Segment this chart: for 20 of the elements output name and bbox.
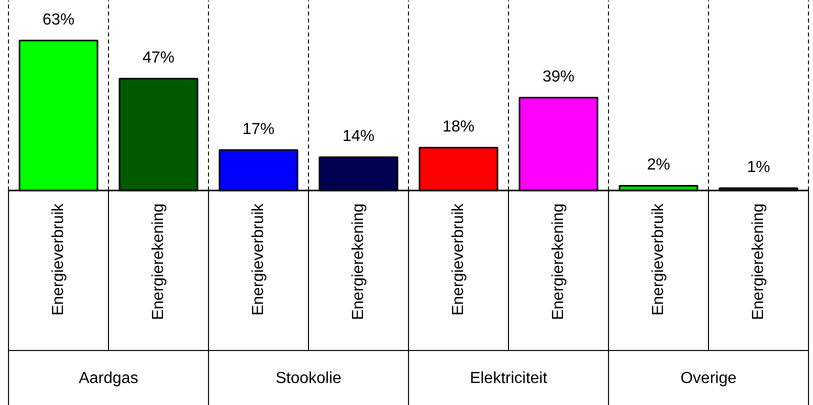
x-tick-label: Energieverbruik xyxy=(250,202,267,316)
x-tick-label: Energierekening xyxy=(150,203,167,320)
data-label: 17% xyxy=(242,121,275,138)
x-tick-label: Energierekening xyxy=(350,203,367,320)
data-label: 14% xyxy=(342,128,375,146)
x-tick-label: Energierekening xyxy=(550,203,567,320)
data-label: 1% xyxy=(746,159,770,176)
data-label: 63% xyxy=(42,12,75,28)
text: Stookolie xyxy=(276,370,342,387)
text: Elektriciteit xyxy=(470,370,548,387)
data-label: 2% xyxy=(646,156,670,174)
x-tick-label: Energieverbruik xyxy=(450,202,467,316)
x-tick-label: Energieverbruik xyxy=(50,202,67,316)
x-tick-label: Energierekening xyxy=(750,203,767,320)
text: Aardgas xyxy=(78,370,138,387)
data-label: 18% xyxy=(442,118,475,136)
x-tick-label: Energieverbruik xyxy=(650,202,667,316)
data-label: 39% xyxy=(542,68,575,86)
data-label: 47% xyxy=(142,50,175,67)
text: Overige xyxy=(680,370,737,387)
